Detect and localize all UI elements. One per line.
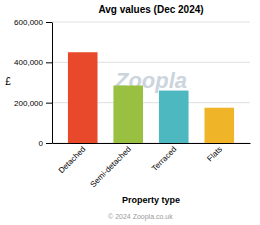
- grid-line: [52, 22, 250, 23]
- chart: Avg values (Dec 2024)Zoopla0200,000400,0…: [0, 0, 260, 225]
- y-axis: 0 200,000 400,000 600,000: [14, 18, 52, 148]
- bar: [113, 86, 143, 143]
- y-tick-label: 600,000: [14, 18, 43, 27]
- x-tick: Detached: [57, 145, 88, 176]
- y-tick-label: 0: [39, 139, 44, 148]
- y-tick-label: 400,000: [14, 58, 43, 67]
- bar: [159, 91, 189, 143]
- x-tick: Flats: [205, 145, 224, 164]
- y-tick: 600,000: [14, 18, 52, 27]
- y-tick-label: 200,000: [14, 99, 43, 108]
- y-label: £: [5, 76, 11, 87]
- plot: Zoopla0200,000400,000600,000DetachedSemi…: [14, 18, 250, 189]
- y-tick: 400,000: [14, 58, 52, 67]
- copyright: © 2024 Zoopla.co.uk: [108, 213, 173, 221]
- x-tick: Terraced: [150, 145, 178, 173]
- title: Avg values (Dec 2024): [98, 4, 203, 15]
- x-tick-label: Flats: [205, 145, 224, 164]
- x-tick-label: Semi-detached: [88, 145, 132, 189]
- grid: [52, 22, 250, 143]
- x-tick-label: Detached: [57, 145, 88, 176]
- y-axis-line: [52, 23, 53, 144]
- y-tick-mark: [46, 22, 52, 23]
- y-tick-mark: [46, 143, 52, 144]
- bar: [68, 52, 98, 143]
- y-tick: 0: [39, 139, 52, 148]
- bars: [68, 52, 234, 143]
- x-tick-label: Terraced: [150, 145, 178, 173]
- x-axis-line: [53, 143, 251, 144]
- y-tick-mark: [46, 103, 52, 104]
- x-axis: DetachedSemi-detached Terraced Flats: [53, 144, 251, 190]
- x-tick: Semi-detached: [88, 145, 132, 189]
- y-tick-mark: [46, 62, 52, 63]
- x-label: Property type: [122, 195, 180, 205]
- y-tick: 200,000: [14, 99, 52, 108]
- bar: [204, 108, 234, 143]
